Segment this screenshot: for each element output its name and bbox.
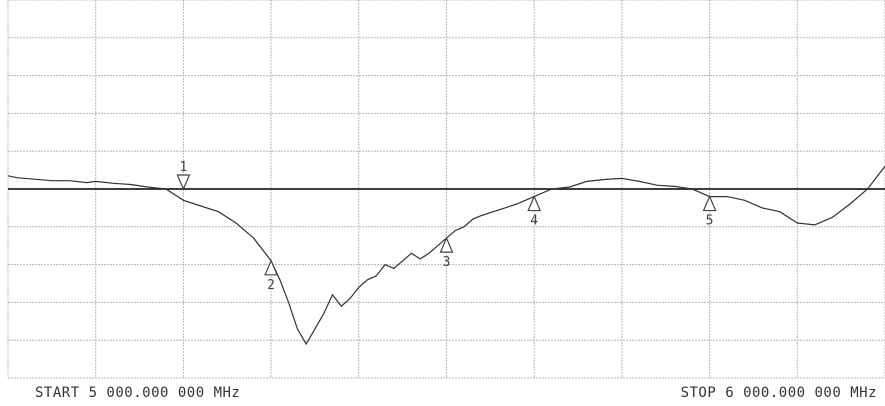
trace-line <box>7 165 885 346</box>
marker-3-label: 3 <box>443 255 451 270</box>
trace-plot: 1 2 3 4 5 <box>7 0 885 379</box>
marker-4-triangle <box>527 195 542 212</box>
stop-frequency-label: STOP 6 000.000 000 MHz <box>680 385 877 401</box>
marker-2-label: 2 <box>267 278 275 293</box>
marker-1-label: 1 <box>179 160 187 175</box>
marker-2-triangle <box>264 259 279 276</box>
marker-1-triangle <box>176 174 191 191</box>
marker-5-label: 5 <box>706 214 714 229</box>
marker-5-triangle <box>702 195 717 212</box>
marker-4-label: 4 <box>530 214 538 229</box>
marker-3-triangle <box>439 236 454 253</box>
start-frequency-label: START 5 000.000 000 MHz <box>35 385 241 401</box>
